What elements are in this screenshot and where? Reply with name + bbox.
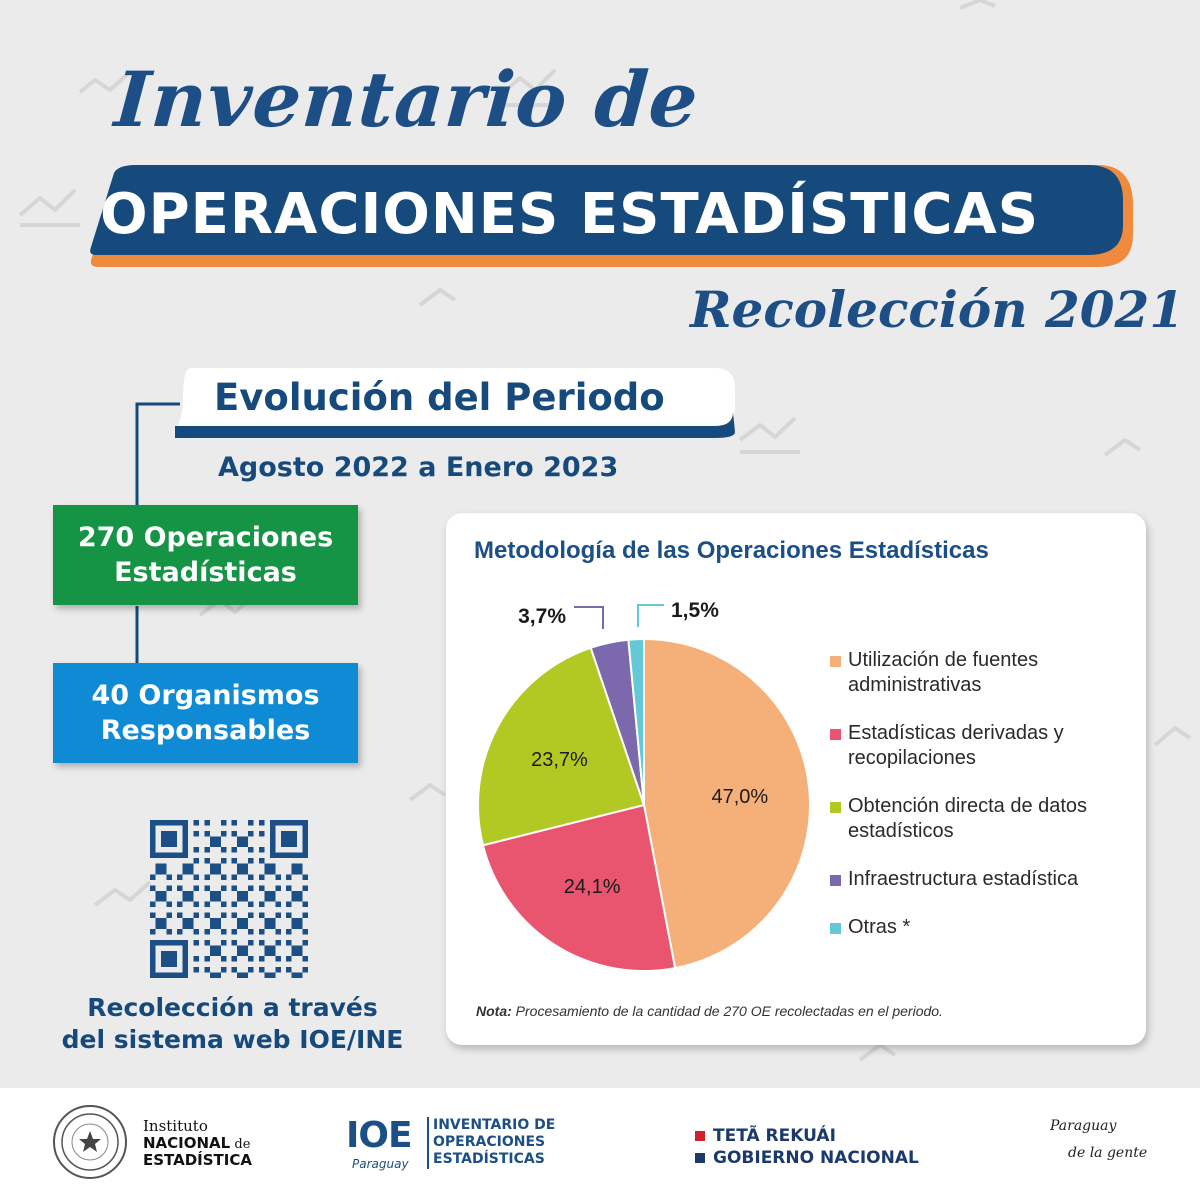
ine-label-line3: ESTADÍSTICA [143, 1151, 252, 1169]
qr-modules [150, 820, 308, 978]
collection-line1: Recolección a través [87, 993, 378, 1022]
legend-label: Otras * [848, 916, 911, 938]
collection-line2: del sistema web IOE/INE [61, 1025, 404, 1054]
legend-label: Infraestructura estadística [848, 868, 1079, 890]
legend-item: Estadísticas derivadas y recopilaciones [830, 721, 1135, 771]
slogan-line2: de la gente [1068, 1145, 1148, 1161]
slogan-line1: Paraguay [1050, 1118, 1117, 1134]
legend-label: Obtención directa de datos estadísticos [848, 795, 1088, 842]
legend-swatch [830, 656, 841, 667]
government-line2: GOBIERNO NACIONAL [713, 1148, 919, 1168]
qr-code-icon[interactable] [150, 820, 308, 978]
legend-swatch [830, 875, 841, 886]
operations-count-box: 270 Operaciones Estadísticas [53, 505, 358, 605]
legend-swatch [830, 802, 841, 813]
ioe-text: INVENTARIO DE OPERACIONES ESTADÍSTICAS [433, 1117, 555, 1168]
ioe-divider [427, 1117, 429, 1169]
chart-legend: Utilización de fuentes administrativas Es… [830, 648, 1135, 963]
pie-data-label: 24,1% [564, 876, 621, 898]
footer-bar [0, 1088, 1200, 1200]
legend-swatch [830, 923, 841, 934]
title-subtitle: Recolección 2021 [690, 280, 1185, 339]
title-banner-text: OPERACIONES ESTADÍSTICAS [100, 182, 1040, 247]
government-line1: TETÃ REKUÁI [713, 1126, 836, 1146]
national-seal-icon [53, 1105, 127, 1179]
pie-data-label: 23,7% [531, 749, 588, 771]
legend-label: Estadísticas derivadas y recopilaciones [848, 722, 1064, 769]
period-box-shape [175, 368, 735, 438]
chart-note-label: Nota: [476, 1003, 512, 1019]
ioe-text-line3: ESTADÍSTICAS [433, 1151, 545, 1167]
organisms-count-line2: Responsables [100, 715, 311, 746]
legend-item: Otras * [830, 915, 1135, 940]
government-label: TETÃ REKUÁI GOBIERNO NACIONAL [695, 1125, 919, 1169]
ioe-text-line2: OPERACIONES [433, 1134, 546, 1150]
period-range: Agosto 2022 a Enero 2023 [218, 452, 619, 483]
period-title: Evolución del Periodo [214, 376, 665, 419]
collection-caption: Recolección a través del sistema web IOE… [40, 992, 425, 1056]
red-square-icon [695, 1131, 705, 1141]
leader-line [574, 606, 604, 629]
operations-count-line1: 270 Operaciones [77, 522, 334, 553]
ine-label-de: de [230, 1137, 251, 1152]
pie-data-label: 1,5% [671, 599, 719, 622]
pie-data-label: 3,7% [518, 605, 566, 628]
title-banner-shape [90, 165, 1133, 267]
pie-chart: 47,0% 24,1% 23,7% 3,7% 1,5% [477, 599, 811, 972]
chart-note-text: Procesamiento de la cantidad de 270 OE r… [511, 1003, 943, 1019]
operations-count-line2: Estadísticas [114, 557, 297, 588]
pie-slice [477, 646, 646, 847]
legend-item: Utilización de fuentes administrativas [830, 648, 1135, 698]
chart-note: Nota: Procesamiento de la cantidad de 27… [476, 1003, 943, 1019]
ioe-text-line1: INVENTARIO DE [433, 1117, 556, 1133]
legend-swatch [830, 729, 841, 740]
ine-label-line1: Instituto [143, 1117, 208, 1135]
organisms-count-line1: 40 Organismos [91, 680, 320, 711]
chart-title: Metodología de las Operaciones Estadísti… [474, 537, 989, 564]
legend-item: Obtención directa de datos estadísticos [830, 794, 1135, 844]
ine-label-nacional: NACIONAL [143, 1134, 231, 1152]
pie-slice [481, 803, 677, 972]
ioe-logo: IOE [346, 1115, 413, 1156]
pie-slice [643, 637, 811, 970]
pie-slice [627, 637, 645, 806]
leader-line [637, 604, 664, 627]
ioe-country: Paraguay [352, 1157, 409, 1171]
legend-item: Infraestructura estadística [830, 867, 1135, 892]
legend-label: Utilización de fuentes administrativas [848, 649, 1039, 696]
blue-square-icon [695, 1153, 705, 1163]
ine-label-line2: NACIONAL de [143, 1134, 250, 1152]
title-line1: Inventario de [111, 55, 702, 144]
pie-data-label: 47,0% [711, 786, 768, 808]
organisms-count-box: 40 Organismos Responsables [53, 663, 358, 763]
